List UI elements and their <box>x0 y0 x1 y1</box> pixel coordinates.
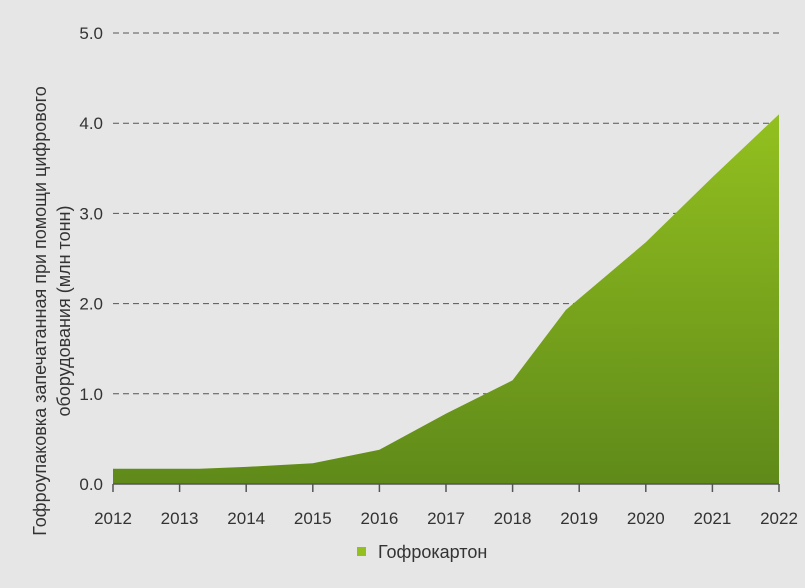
series-area <box>113 114 779 484</box>
y-axis-title-line-2: оборудования (млн тонн) <box>54 206 74 417</box>
y-tick-label: 3.0 <box>79 204 103 223</box>
y-axis-title-line-1: Гофроупаковка запечатанная при помощи ци… <box>30 86 50 536</box>
x-tick-label: 2014 <box>227 509 265 528</box>
x-axis <box>112 483 780 492</box>
area-series-gofrokarton <box>113 114 779 484</box>
y-tick-label: 0.0 <box>79 475 103 494</box>
legend-label: Гофрокартон <box>378 542 487 562</box>
x-tick-label: 2016 <box>360 509 398 528</box>
x-tick-label: 2019 <box>560 509 598 528</box>
y-tick-label: 5.0 <box>79 24 103 43</box>
x-tick-label: 2020 <box>627 509 665 528</box>
x-tick-label: 2021 <box>693 509 731 528</box>
legend: Гофрокартон <box>357 542 487 562</box>
y-axis-title: Гофроупаковка запечатанная при помощи ци… <box>30 86 74 536</box>
x-tick-label: 2022 <box>760 509 798 528</box>
x-tick-label: 2012 <box>94 509 132 528</box>
x-tick-label: 2018 <box>494 509 532 528</box>
x-tick-label: 2013 <box>161 509 199 528</box>
x-axis-ticks: 2012 2013 2014 2015 2016 2017 2018 2019 2020 2021… <box>94 509 798 528</box>
y-axis-ticks: 0.0 1.0 2.0 3.0 4.0 5.0 <box>79 24 103 494</box>
y-tick-label: 1.0 <box>79 385 103 404</box>
y-tick-label: 4.0 <box>79 114 103 133</box>
x-tick-label: 2015 <box>294 509 332 528</box>
legend-swatch <box>357 547 366 556</box>
x-tick-label: 2017 <box>427 509 465 528</box>
y-tick-label: 2.0 <box>79 295 103 314</box>
